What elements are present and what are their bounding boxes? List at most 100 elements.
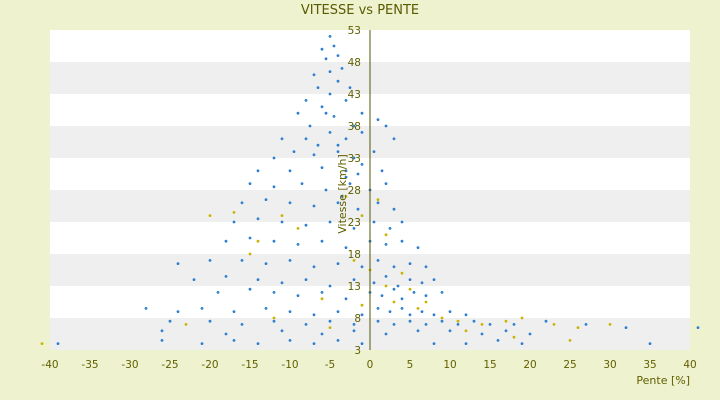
data-point: [608, 323, 612, 326]
data-point: [176, 310, 180, 313]
data-point: [344, 169, 348, 173]
data-point: [344, 195, 348, 198]
data-point: [396, 284, 400, 288]
data-point: [312, 265, 316, 269]
y-tick-label: 18: [348, 249, 361, 261]
data-point: [356, 172, 360, 176]
data-point: [288, 339, 292, 342]
data-point: [332, 44, 336, 48]
x-tick-label: 35: [643, 359, 656, 371]
data-point: [312, 153, 316, 157]
data-point: [280, 137, 284, 141]
y-tick-label: 23: [348, 217, 361, 229]
data-point: [320, 47, 324, 51]
data-point: [232, 310, 236, 313]
data-point: [272, 316, 276, 320]
data-point: [440, 291, 444, 294]
data-point: [352, 124, 356, 128]
data-point: [392, 207, 396, 211]
data-point: [384, 233, 388, 237]
data-point: [552, 323, 556, 326]
data-point: [256, 217, 260, 221]
data-point: [256, 239, 260, 243]
data-point: [272, 239, 276, 243]
data-point: [328, 92, 332, 96]
y-tick-label: 38: [348, 121, 361, 133]
y-tick-label: 13: [348, 281, 361, 293]
data-point: [420, 281, 424, 285]
x-tick-label: 25: [563, 359, 576, 371]
data-point: [504, 329, 508, 333]
data-point: [464, 342, 468, 345]
data-point: [456, 323, 460, 326]
x-tick-label: -5: [325, 359, 335, 371]
data-point: [392, 323, 396, 326]
data-point: [648, 342, 652, 345]
data-point: [472, 319, 476, 323]
data-point: [568, 339, 572, 342]
data-point: [224, 275, 228, 278]
data-point: [348, 86, 352, 89]
data-point: [432, 342, 436, 345]
data-point: [224, 332, 228, 336]
data-point: [208, 214, 212, 218]
data-point: [360, 111, 364, 115]
x-tick-label: 0: [367, 359, 374, 371]
data-point: [184, 323, 188, 326]
data-point: [296, 294, 300, 297]
data-point: [248, 182, 252, 186]
data-point: [160, 329, 164, 333]
data-point: [232, 339, 236, 342]
data-point: [264, 262, 268, 265]
data-point: [424, 323, 428, 326]
data-point: [280, 281, 284, 285]
data-point: [376, 201, 380, 205]
data-point: [388, 227, 392, 230]
data-point: [240, 323, 244, 326]
data-point: [312, 204, 316, 208]
data-point: [248, 287, 252, 291]
data-point: [512, 335, 516, 339]
data-point: [288, 259, 292, 262]
data-point: [408, 262, 412, 265]
data-point: [408, 278, 412, 281]
data-point: [504, 319, 508, 323]
data-point: [280, 220, 284, 224]
data-point: [272, 156, 276, 160]
data-point: [300, 182, 304, 186]
data-point: [440, 319, 444, 323]
data-point: [304, 223, 308, 227]
data-point: [420, 310, 424, 313]
data-point: [288, 169, 292, 173]
x-tick-label: 10: [443, 359, 456, 371]
data-point: [312, 73, 316, 77]
data-point: [200, 342, 204, 345]
data-point: [320, 105, 324, 109]
data-point: [416, 329, 420, 333]
data-point: [356, 207, 360, 211]
data-point: [56, 342, 60, 345]
data-point: [336, 201, 340, 205]
data-point: [380, 294, 384, 297]
data-point: [256, 342, 260, 345]
data-point: [280, 214, 284, 218]
data-point: [400, 239, 404, 243]
x-axis-ticks: -40 -35 -30 -25 -20 -15 -10 -5 0 5 10 15 20 25 30 35 40: [41, 359, 696, 371]
data-point: [424, 300, 428, 304]
data-point: [384, 332, 388, 336]
data-point: [440, 316, 444, 320]
y-tick-label: 43: [348, 89, 361, 101]
data-point: [384, 182, 388, 186]
data-point: [324, 57, 328, 61]
data-point: [376, 307, 380, 310]
x-axis-label: Pente [%]: [636, 374, 690, 387]
data-point: [320, 297, 324, 301]
x-tick-label: -35: [81, 359, 98, 371]
chart-title: VITESSE vs PENTE: [300, 3, 420, 18]
x-tick-label: -15: [241, 359, 258, 371]
data-point: [192, 278, 196, 281]
data-point: [232, 220, 236, 224]
x-tick-label: -30: [121, 359, 138, 371]
data-point: [448, 329, 452, 333]
